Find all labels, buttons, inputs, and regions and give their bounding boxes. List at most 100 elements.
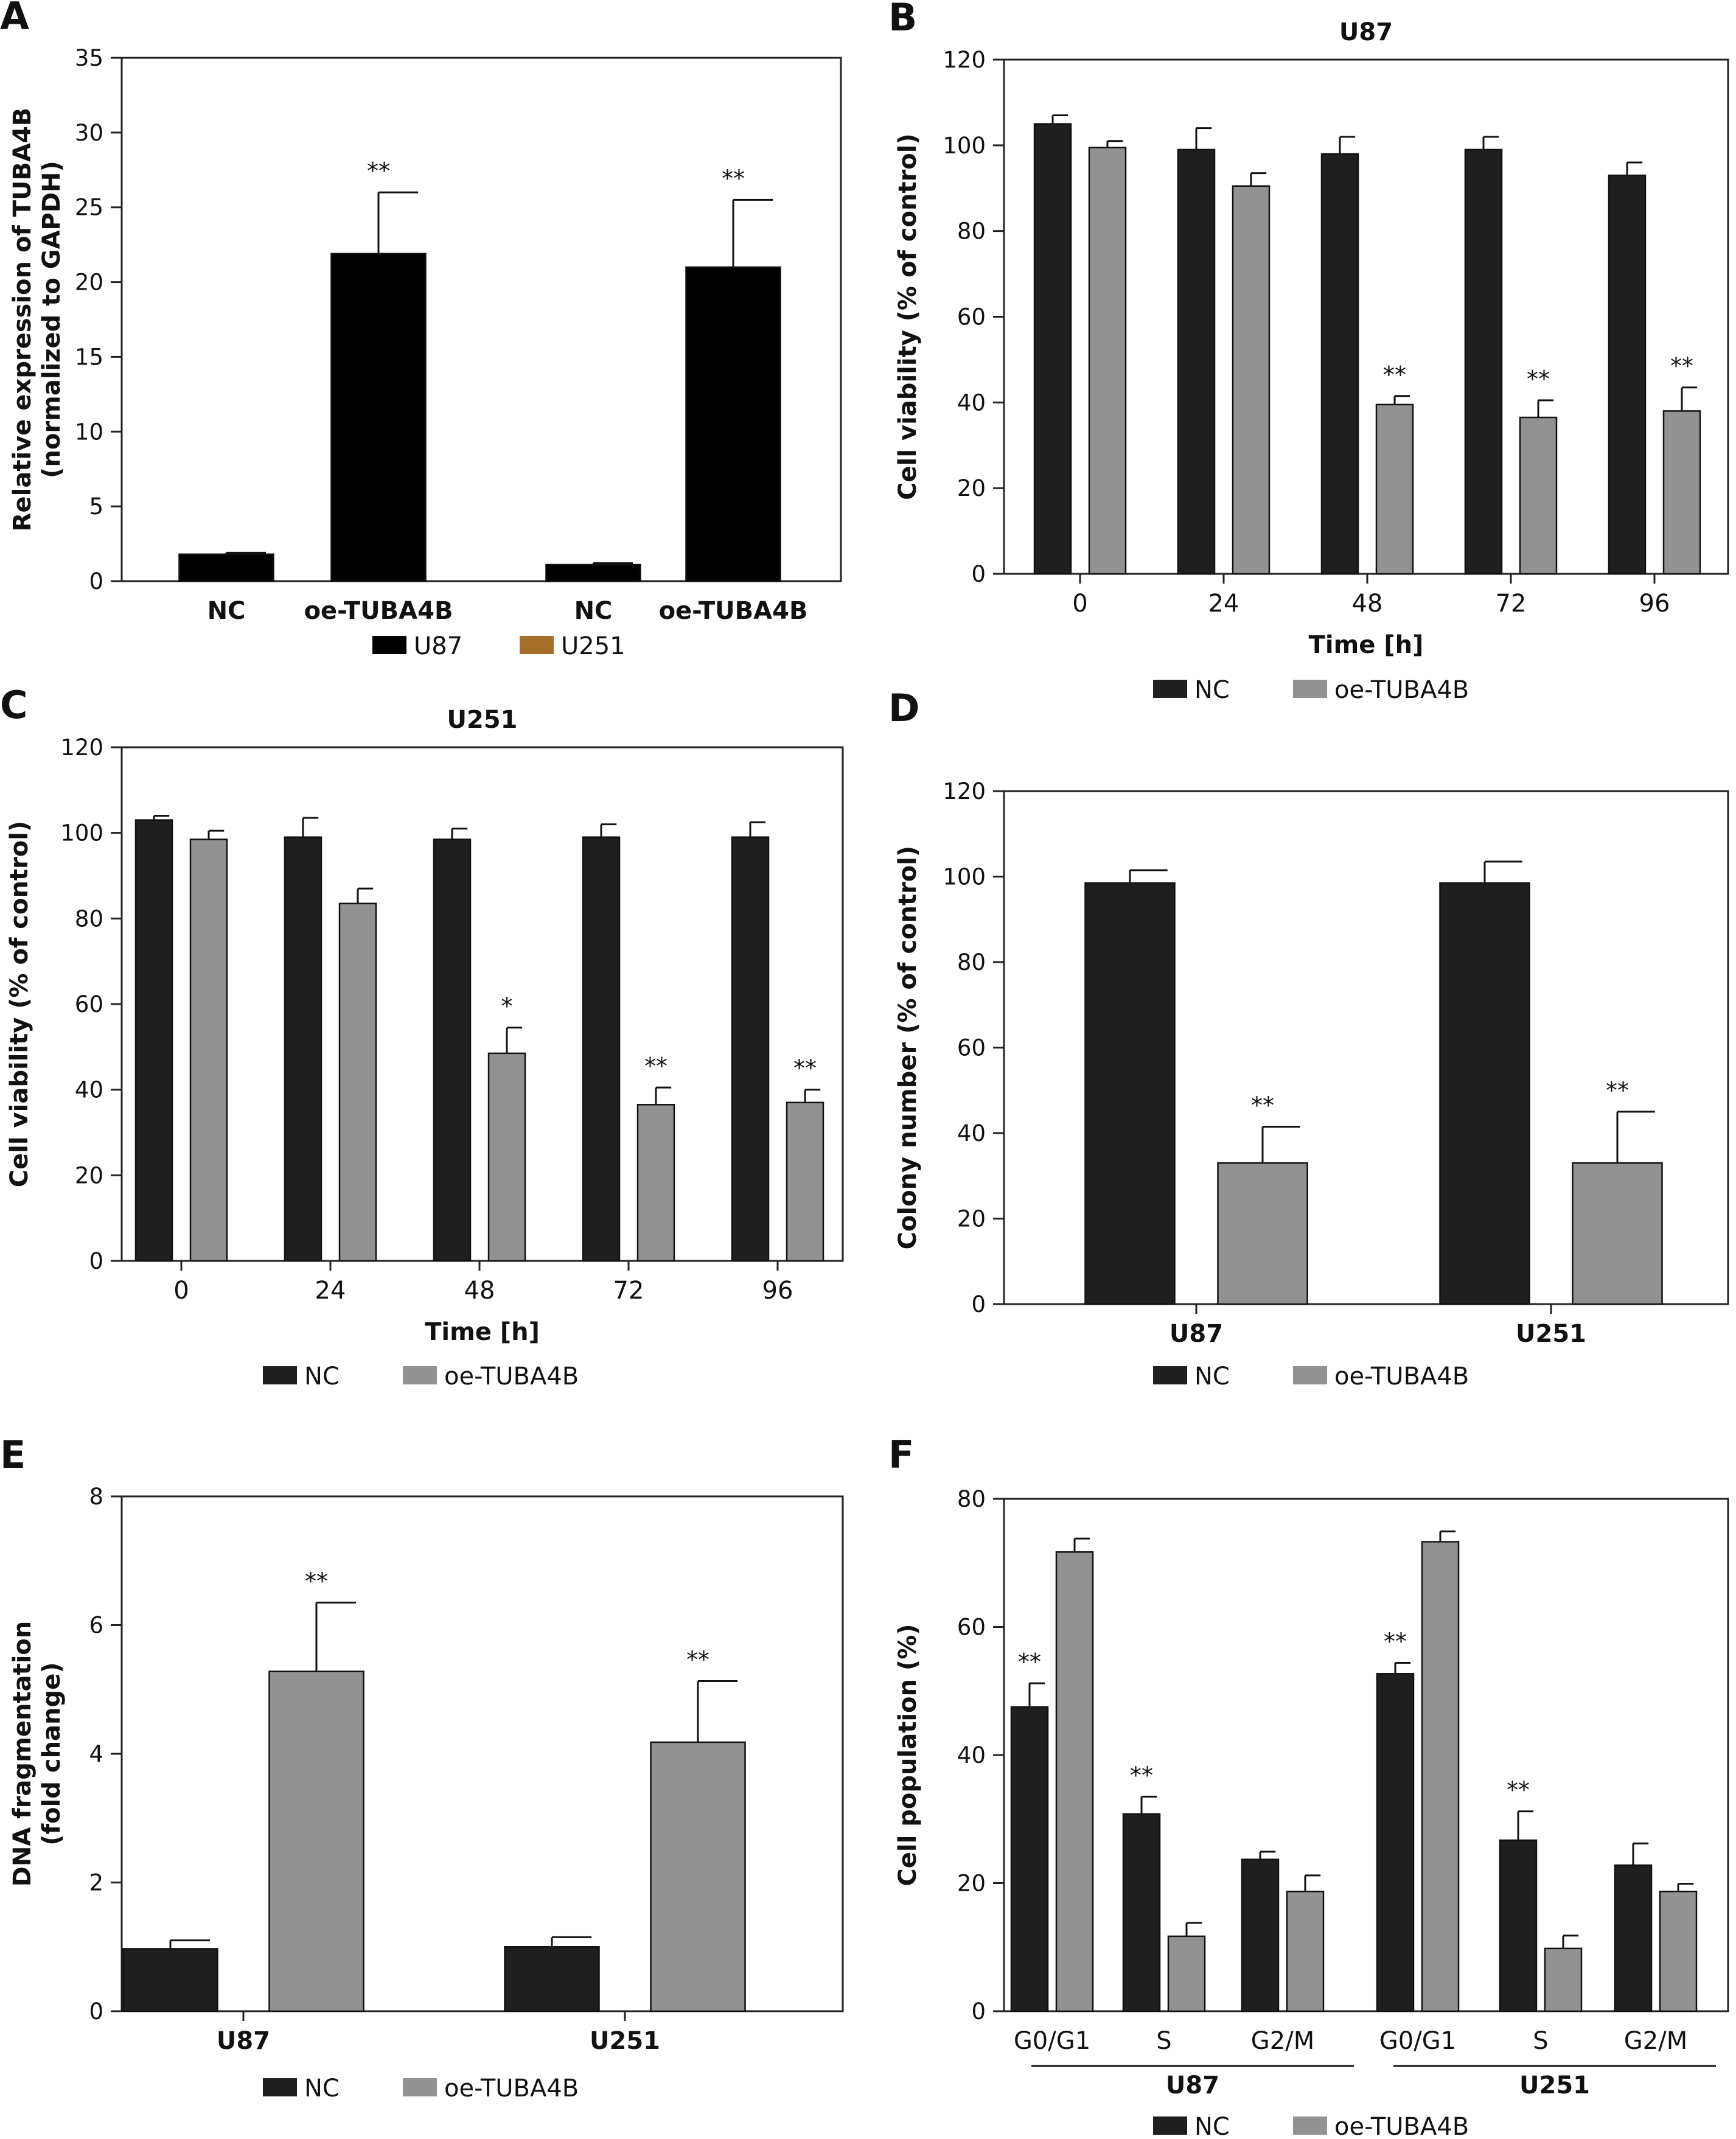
significance-mark: ** — [644, 1053, 668, 1080]
group-label: U87 — [1166, 2071, 1219, 2099]
x-category-label: 0 — [1072, 590, 1087, 618]
significance-mark: ** — [1606, 1077, 1629, 1104]
bar — [1659, 1890, 1698, 2012]
bar — [433, 838, 472, 1262]
legend-label: U251 — [561, 632, 626, 660]
x-category-label: oe-TUBA4B — [304, 597, 453, 625]
legend-label: NC — [1194, 2113, 1230, 2139]
bar — [1010, 1706, 1049, 2012]
legend-label: NC — [1194, 676, 1230, 704]
y-tick-label: 40 — [957, 1120, 986, 1146]
y-axis-label: Cell viability (% of control) — [5, 821, 33, 1188]
legend-label: oe-TUBA4B — [1334, 2113, 1469, 2139]
bar — [786, 1101, 824, 1262]
bar — [487, 1052, 526, 1262]
bar — [545, 564, 641, 582]
bar — [1055, 1551, 1094, 2012]
panel-label: C — [0, 683, 28, 727]
y-tick-label: 0 — [89, 1998, 103, 2025]
y-tick-label: 0 — [89, 568, 103, 595]
significance-mark: ** — [1507, 1777, 1530, 1804]
y-axis-label: Cell population (%) — [894, 1624, 922, 1886]
legend-swatch — [1153, 1366, 1187, 1384]
bar — [1464, 148, 1503, 575]
bar — [1232, 185, 1271, 575]
legend-label: oe-TUBA4B — [444, 1363, 579, 1391]
y-tick-label: 20 — [957, 1871, 986, 1897]
legend-label: oe-TUBA4B — [444, 2074, 579, 2102]
significance-mark: ** — [1670, 353, 1693, 380]
y-axis-label: DNA fragmentation — [9, 1621, 37, 1887]
y-tick-label: 20 — [957, 475, 986, 501]
y-axis-label: Colony number (% of control) — [894, 846, 922, 1250]
legend-label: U87 — [414, 632, 462, 660]
bar — [1320, 153, 1359, 575]
significance-mark: ** — [1384, 1628, 1407, 1655]
bar — [685, 266, 781, 582]
bar — [1088, 147, 1127, 575]
y-axis-label: (fold change) — [38, 1662, 66, 1845]
y-axis-label: (normalized to GAPDH) — [38, 161, 66, 478]
bar — [1167, 1935, 1206, 2012]
significance-mark: ** — [367, 158, 390, 184]
bar — [1572, 1162, 1663, 1305]
chart-title: U251 — [447, 706, 518, 734]
x-category-label: S — [1156, 2027, 1171, 2055]
x-category-label: 72 — [613, 1277, 644, 1305]
y-tick-label: 60 — [957, 1035, 986, 1061]
x-category-label: NC — [207, 597, 246, 625]
legend-label: oe-TUBA4B — [1334, 1363, 1469, 1391]
y-tick-label: 0 — [971, 561, 986, 587]
x-axis-label: Time [h] — [425, 1318, 540, 1346]
panel-b: 0 20 40 60 80 100 120 Cell viability (% of cont… — [888, 0, 1729, 704]
y-tick-label: 100 — [943, 864, 986, 890]
bar — [1614, 1864, 1653, 2012]
y-tick-label: 0 — [89, 1248, 103, 1274]
legend-swatch — [520, 636, 554, 654]
y-tick-label: 30 — [75, 120, 103, 146]
legend-swatch — [1153, 680, 1187, 698]
bar — [1662, 410, 1701, 575]
x-category-label: 0 — [173, 1277, 189, 1305]
x-category-label: 24 — [315, 1277, 346, 1305]
x-category-label: U87 — [1170, 1320, 1223, 1348]
y-tick-label: 20 — [957, 1206, 986, 1232]
panel-label: D — [888, 686, 919, 730]
bar — [504, 1946, 600, 2012]
panel-label: B — [888, 0, 917, 40]
y-tick-label: 5 — [89, 494, 103, 520]
y-tick-label: 6 — [89, 1613, 103, 1639]
y-tick-label: 2 — [89, 1870, 103, 1896]
x-category-label: NC — [574, 597, 613, 625]
legend-swatch — [1293, 1366, 1327, 1384]
y-tick-label: 120 — [943, 778, 986, 804]
legend-swatch — [1293, 2116, 1327, 2135]
legend-swatch — [263, 2078, 297, 2096]
legend-swatch — [372, 636, 406, 654]
significance-mark: ** — [1383, 361, 1406, 388]
y-tick-label: 15 — [75, 344, 103, 370]
bar — [1376, 1673, 1415, 2012]
panel-a: 0 5 10 15 20 25 30 35 Relative expression of TUB… — [0, 0, 842, 660]
y-axis-label: Relative expression of TUBA4B — [9, 108, 37, 532]
significance-mark: ** — [305, 1568, 328, 1594]
y-tick-label: 60 — [75, 991, 103, 1017]
x-category-label: G0/G1 — [1014, 2027, 1090, 2055]
x-category-label: 96 — [762, 1277, 793, 1305]
significance-mark: * — [501, 993, 513, 1020]
y-tick-label: 35 — [75, 45, 103, 71]
significance-mark: ** — [793, 1055, 817, 1082]
y-tick-label: 80 — [75, 905, 103, 932]
group-label: U251 — [1519, 2071, 1590, 2099]
y-tick-label: 40 — [957, 389, 986, 416]
bar — [1439, 882, 1530, 1305]
legend-swatch — [263, 1366, 297, 1384]
bar — [178, 553, 274, 582]
bar — [330, 253, 427, 582]
x-category-label: oe-TUBA4B — [659, 597, 808, 625]
y-tick-label: 8 — [89, 1484, 103, 1510]
x-category-label: 96 — [1639, 590, 1670, 618]
legend-label: oe-TUBA4B — [1334, 676, 1469, 704]
x-category-label: S — [1533, 2027, 1548, 2055]
x-category-label: U251 — [1516, 1320, 1586, 1348]
